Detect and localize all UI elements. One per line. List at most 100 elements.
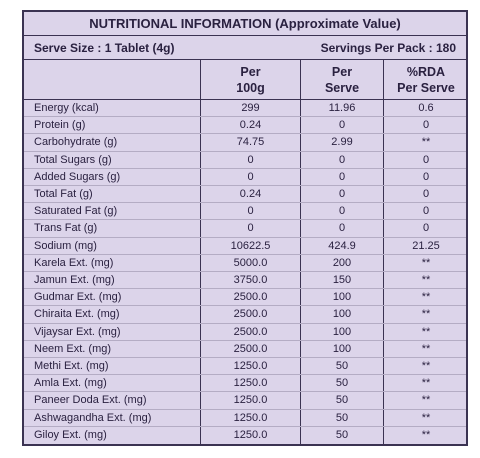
nutrient-value: 1250.0 — [201, 392, 301, 409]
nutrient-value: 100 — [301, 306, 384, 323]
nutrient-value: 0 — [301, 220, 384, 237]
nutrient-name: Methi Ext. (mg) — [24, 358, 201, 375]
nutrient-value: 150 — [301, 272, 384, 289]
nutrient-value: 0 — [201, 220, 301, 237]
nutrient-value: 0 — [422, 205, 430, 218]
nutrient-value: 1250.0 — [201, 426, 301, 444]
nutrient-row: Carbohydrate (g) 74.75 2.99 ** — [24, 134, 466, 152]
nutrient-value: 21.25 — [412, 239, 440, 252]
nutrient-value: 0 — [301, 168, 384, 185]
nutrient-name: Carbohydrate (g) — [24, 134, 201, 151]
column-header-line: Serve — [324, 80, 360, 95]
nutrient-name: Energy (kcal) — [24, 100, 201, 117]
nutrient-value: 299 — [201, 100, 301, 117]
nutrient-value: 0 — [422, 170, 430, 183]
column-header-line: Per — [240, 64, 261, 79]
nutrient-row: Giloy Ext. (mg) 1250.0 50 ** — [24, 426, 466, 444]
nutrient-value: 50 — [301, 358, 384, 375]
nutrient-value: 50 — [301, 409, 384, 426]
nutrient-value: ** — [421, 325, 431, 338]
nutrient-name: Ashwagandha Ext. (mg) — [24, 409, 201, 426]
nutrient-value: 100 — [301, 340, 384, 357]
nutrient-value: ** — [421, 256, 431, 269]
header-row: Per 100g Per Serve %RDA Per Serve — [24, 60, 466, 100]
nutrient-value: 0 — [201, 203, 301, 220]
nutrient-name: Vijaysar Ext. (mg) — [24, 323, 201, 340]
nutrient-name: Giloy Ext. (mg) — [24, 426, 201, 444]
nutrient-row: Added Sugars (g) 0 0 0 — [24, 168, 466, 186]
nutrient-row: Total Sugars (g) 0 0 0 — [24, 151, 466, 169]
nutrient-value: 0 — [301, 151, 384, 168]
nutrient-value: 0 — [422, 153, 430, 166]
nutrient-row: Methi Ext. (mg) 1250.0 50 ** — [24, 358, 466, 376]
nutrient-value: 0.6 — [418, 102, 434, 115]
nutrient-row: Chiraita Ext. (mg) 2500.0 100 ** — [24, 306, 466, 324]
column-header-line: 100g — [236, 80, 265, 95]
nutrient-value: 3750.0 — [201, 272, 301, 289]
nutrient-row: Protein (g) 0.24 0 0 — [24, 117, 466, 135]
nutrient-value: 0 — [422, 188, 430, 201]
nutrient-row: Total Fat (g) 0.24 0 0 — [24, 186, 466, 204]
nutrition-panel: NUTRITIONAL INFORMATION (Approximate Val… — [22, 10, 468, 446]
nutrient-value: 0 — [201, 168, 301, 185]
nutrient-value: 0 — [201, 151, 301, 168]
column-header-line: %RDA — [406, 64, 446, 79]
nutrient-value: 50 — [301, 392, 384, 409]
nutrient-value: 1250.0 — [201, 409, 301, 426]
nutrient-value: ** — [421, 429, 431, 442]
nutrient-value: 2500.0 — [201, 323, 301, 340]
nutrient-value: 100 — [301, 323, 384, 340]
nutrient-value: 74.75 — [201, 134, 301, 151]
nutrient-value: 424.9 — [301, 237, 384, 254]
nutrient-value: ** — [421, 377, 431, 390]
servings: Servings Per Pack : 180 — [320, 40, 456, 55]
nutrient-name: Total Fat (g) — [24, 186, 201, 203]
nutrient-value: ** — [421, 342, 431, 355]
nutrient-value: 100 — [301, 289, 384, 306]
nutrient-value: 5000.0 — [201, 254, 301, 271]
nutrient-value: 1250.0 — [201, 358, 301, 375]
nutrient-name: Chiraita Ext. (mg) — [24, 306, 201, 323]
nutrient-value: 0 — [301, 186, 384, 203]
nutrient-name: Trans Fat (g) — [24, 220, 201, 237]
title: NUTRITIONAL INFORMATION (Approximate Val… — [89, 16, 401, 31]
nutrient-value: 200 — [301, 254, 384, 271]
nutrient-value: 0 — [301, 117, 384, 134]
nutrient-name: Amla Ext. (mg) — [24, 375, 201, 392]
nutrient-value: 50 — [301, 426, 384, 444]
nutrient-name: Added Sugars (g) — [24, 168, 201, 185]
nutrient-row: Energy (kcal) 299 11.96 0.6 — [24, 100, 466, 118]
nutrient-value: ** — [421, 274, 431, 287]
nutrient-value: 0 — [422, 119, 430, 132]
nutrient-value: 0.24 — [201, 117, 301, 134]
nutrient-value: 10622.5 — [201, 237, 301, 254]
nutrient-name: Saturated Fat (g) — [24, 203, 201, 220]
nutrient-name: Protein (g) — [24, 117, 201, 134]
nutrient-row: Amla Ext. (mg) 1250.0 50 ** — [24, 375, 466, 393]
nutrient-value: 50 — [301, 375, 384, 392]
column-header: Per 100g — [201, 60, 301, 99]
nutrient-value: 0 — [301, 203, 384, 220]
nutrient-value: 2.99 — [301, 134, 384, 151]
nutrient-value: 2500.0 — [201, 289, 301, 306]
nutrient-row: Karela Ext. (mg) 5000.0 200 ** — [24, 254, 466, 272]
nutrient-value: 2500.0 — [201, 306, 301, 323]
nutrient-row: Ashwagandha Ext. (mg) 1250.0 50 ** — [24, 409, 466, 427]
nutrient-row: Paneer Doda Ext. (mg) 1250.0 50 ** — [24, 392, 466, 410]
nutrient-value: 1250.0 — [201, 375, 301, 392]
nutrient-row: Jamun Ext. (mg) 3750.0 150 ** — [24, 272, 466, 290]
nutrient-row: Neem Ext. (mg) 2500.0 100 ** — [24, 340, 466, 358]
serve-row: Serve Size : 1 Tablet (4g) Servings Per … — [24, 36, 466, 60]
nutrient-value: ** — [421, 291, 431, 304]
nutrient-value: 2500.0 — [201, 340, 301, 357]
nutrient-name: Jamun Ext. (mg) — [24, 272, 201, 289]
serve-size: Serve Size : 1 Tablet (4g) — [34, 40, 175, 55]
nutrient-value: ** — [421, 411, 431, 424]
nutrient-value: ** — [421, 136, 431, 149]
nutrient-row: Vijaysar Ext. (mg) 2500.0 100 ** — [24, 323, 466, 341]
column-header-line: Per — [331, 64, 353, 79]
column-header: Per Serve — [301, 60, 384, 99]
nutrient-row: Saturated Fat (g) 0 0 0 — [24, 203, 466, 221]
nutrient-name: Total Sugars (g) — [24, 151, 201, 168]
